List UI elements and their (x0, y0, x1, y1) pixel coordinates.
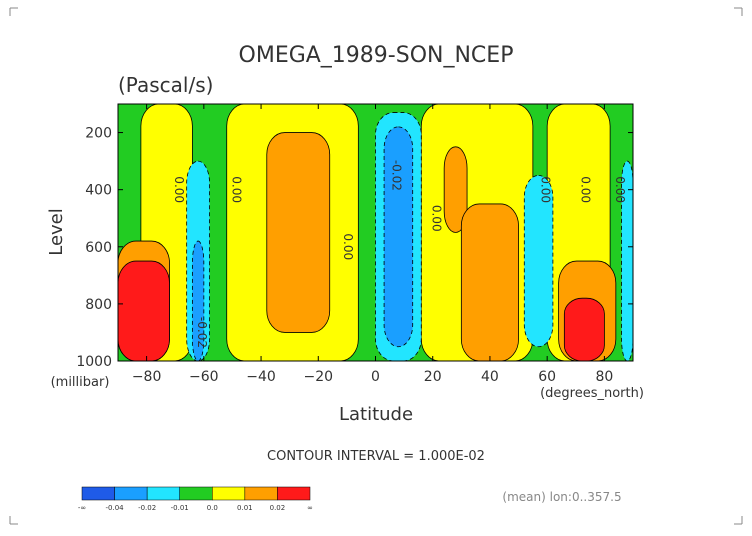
contour-label-2: 0.00 (341, 233, 355, 260)
colorbar-label-3: -0.01 (171, 504, 189, 512)
x-axis-label: Latitude (339, 404, 413, 425)
axes: −80 −60 −40 −20 0 20 40 60 80 200 400 600 800 1000 (76, 104, 633, 385)
x-axis-unit: (degrees_north) (540, 386, 644, 401)
y-tick-label-4: 1000 (76, 354, 112, 370)
corner-mark-bottom-right (734, 516, 743, 525)
contour-region-neg-mid-16 (383, 126, 414, 348)
x-tick-label-6: 40 (481, 369, 499, 385)
y-tick-label-2: 600 (85, 240, 112, 256)
colorbar-label-1: -0.04 (106, 504, 125, 512)
contour-region-pos-mid-6 (460, 203, 519, 361)
colorbar-label-7: ∞ (307, 504, 313, 512)
contour-label-7: 0.00 (613, 176, 627, 203)
colorbar-swatch-neg-strong (81, 486, 115, 501)
corner-mark-top-left (9, 7, 18, 16)
colorbar-swatch-neg-weak (146, 486, 180, 501)
contour-label-1: 0.00 (229, 176, 243, 203)
x-tick-label-2: −40 (246, 369, 276, 385)
contour-label-8: -0.02 (195, 317, 209, 348)
x-tick-label-5: 20 (424, 369, 442, 385)
contour-interval-note: CONTOUR INTERVAL = 1.000E-02 (267, 449, 485, 464)
colorbar-label-5: 0.01 (237, 504, 253, 512)
contour-label-6: 0.00 (579, 176, 593, 203)
colorbar-label-0: -∞ (78, 504, 86, 512)
y-axis-label: Level (46, 208, 67, 256)
colorbar-label-2: -0.02 (138, 504, 156, 512)
contour-region-pos-mid-5 (443, 146, 468, 233)
mean-longitude-note: (mean) lon:0..357.5 (502, 490, 621, 504)
contour-region-neg-mid-15 (191, 240, 205, 361)
contour-label-3: -0.02 (390, 160, 404, 191)
colorbar-swatch-pos-weak (212, 486, 246, 501)
contour-region-pos-strong-10 (563, 297, 605, 361)
contour-region-pos-mid-4 (266, 132, 331, 333)
x-tick-label-7: 60 (538, 369, 556, 385)
contour-region-neg-weak-13 (523, 174, 554, 348)
y-axis-unit: (millibar) (51, 375, 110, 390)
chart-title: OMEGA_1989-SON_NCEP (239, 43, 514, 68)
plot-area (118, 104, 633, 361)
contour-label-0: 0.00 (172, 176, 186, 203)
y-tick-label-3: 800 (85, 297, 112, 313)
colorbar-label-4: 0.0 (207, 504, 218, 512)
colorbar-swatch-pos-strong (277, 486, 311, 501)
x-tick-label-3: −20 (304, 369, 334, 385)
x-tick-label-4: 0 (371, 369, 380, 385)
colorbar-label-6: 0.02 (270, 504, 286, 512)
corner-mark-top-right (734, 7, 743, 16)
contour-region-pos-strong-9 (118, 260, 170, 361)
x-tick-label-1: −60 (189, 369, 219, 385)
corner-mark-bottom-left (9, 516, 18, 525)
colorbar: -∞ -0.04 -0.02 -0.01 0.0 0.01 0.02 ∞ (78, 486, 313, 512)
x-tick-label-8: 80 (595, 369, 613, 385)
y-tick-label-1: 400 (85, 183, 112, 199)
colorbar-swatch-pos-mid (244, 486, 278, 501)
contour-labels: 0.00 0.00 0.00 -0.02 0.00 0.00 0.00 0.00 -0.02 (172, 160, 627, 348)
chart-subtitle: (Pascal/s) (118, 73, 213, 97)
y-tick-label-0: 200 (85, 126, 112, 142)
x-tick-label-0: −80 (132, 369, 162, 385)
colorbar-swatch-neg-mid (114, 486, 148, 501)
colorbar-swatch-neutral (179, 486, 213, 501)
contour-label-4: 0.00 (430, 205, 444, 232)
contour-label-5: 0.00 (538, 176, 552, 203)
